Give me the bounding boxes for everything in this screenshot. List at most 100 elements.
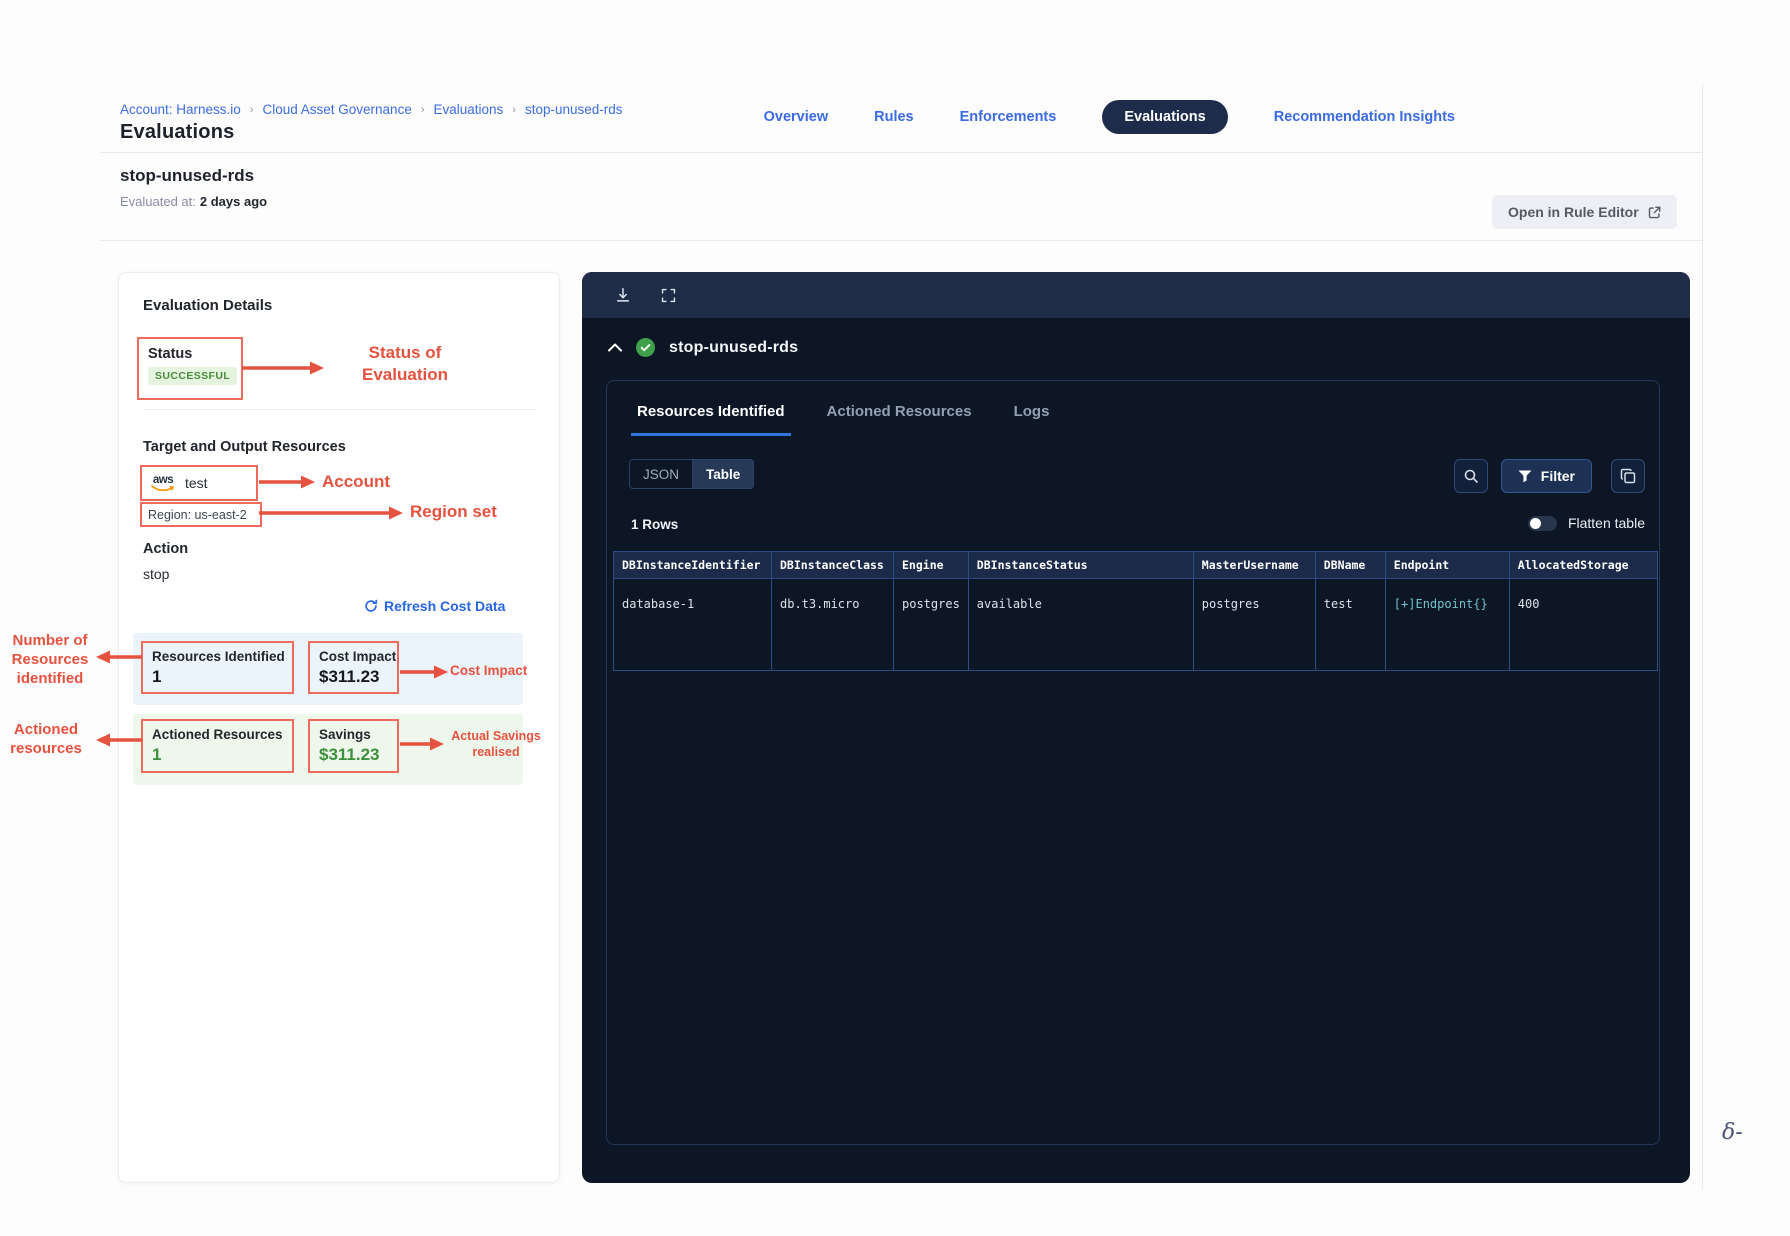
viewer-controls: Filter (1453, 459, 1645, 493)
evaluation-details-card: Evaluation Details Status SUCCESSFUL Tar… (118, 272, 560, 1183)
account-chip: aws test (140, 465, 258, 501)
rows-count: 1 Rows (631, 517, 679, 532)
annotation-arrow (400, 665, 448, 679)
cell-db-instance-status: available (967, 578, 1194, 671)
external-link-icon (1648, 206, 1661, 218)
metric-label: Resources Identified (152, 649, 285, 664)
metric-value: 1 (152, 667, 162, 686)
annotation-cost-impact: Cost Impact (450, 663, 528, 678)
nav-tab-recommendation-insights[interactable]: Recommendation Insights (1273, 109, 1455, 125)
filter-label: Filter (1540, 468, 1575, 484)
nav-tab-rules[interactable]: Rules (874, 109, 914, 125)
target-resources-heading: Target and Output Resources (143, 439, 346, 455)
details-heading: Evaluation Details (143, 297, 273, 314)
breadcrumb-separator: › (420, 103, 425, 116)
view-toggle-json[interactable]: JSON (643, 466, 680, 482)
fullscreen-icon[interactable] (660, 287, 677, 304)
status-label: Status (148, 346, 193, 362)
nav-tab-enforcements[interactable]: Enforcements (959, 109, 1057, 125)
column-header: Endpoint (1384, 551, 1510, 579)
tab-logs[interactable]: Logs (1013, 403, 1050, 420)
flatten-table-control: Flatten table (1527, 515, 1645, 531)
annotation-actioned-resources: Actioned resources (10, 721, 82, 757)
action-label: Action (143, 541, 189, 557)
open-rule-editor-label: Open in Rule Editor (1508, 204, 1639, 220)
metric-value: 1 (152, 745, 162, 764)
evaluation-name: stop-unused-rds (120, 166, 255, 185)
column-header: MasterUsername (1192, 551, 1316, 579)
open-rule-editor-button[interactable]: Open in Rule Editor (1492, 195, 1677, 229)
breadcrumb-account[interactable]: Account: Harness.io (120, 102, 241, 117)
annotation-arrow (400, 737, 444, 751)
breadcrumb: Account: Harness.io › Cloud Asset Govern… (120, 102, 623, 117)
page-title: Evaluations (120, 121, 235, 143)
metric-resources-identified: Resources Identified 1 (141, 641, 294, 694)
aws-logo-icon: aws (151, 473, 175, 492)
flatten-table-label: Flatten table (1567, 515, 1645, 531)
annotation-status: Status of Evaluation (362, 343, 448, 384)
collapse-chevron-icon[interactable] (608, 343, 622, 352)
endpoint-expander[interactable]: [+]Endpoint{} (1384, 578, 1510, 671)
handwritten-scribble: δ- (1722, 1120, 1743, 1145)
column-header: DBInstanceClass (771, 551, 894, 579)
breadcrumb-evaluations[interactable]: Evaluations (433, 102, 504, 117)
action-value: stop (143, 566, 170, 582)
metric-value: $311.23 (319, 745, 380, 764)
view-mode-toggle: JSON Table (629, 459, 755, 489)
status-annotation-box: Status SUCCESSFUL (137, 337, 243, 400)
column-header: DBInstanceStatus (967, 551, 1194, 579)
nav-tab-evaluations[interactable]: Evaluations (1102, 100, 1228, 134)
resources-table: DBInstanceIdentifier DBInstanceClass Eng… (613, 551, 1658, 671)
actioned-metrics-panel (133, 714, 523, 785)
header-divider (100, 152, 1702, 153)
evaluation-viewer-panel: stop-unused-rds Resources Identified Act… (582, 272, 1690, 1183)
success-check-icon (636, 338, 655, 357)
refresh-cost-data-label: Refresh Cost Data (384, 598, 506, 614)
evaluated-at-value: 2 days ago (199, 194, 268, 209)
download-icon[interactable] (614, 286, 632, 304)
aws-logo-text: aws (152, 473, 174, 486)
metric-label: Savings (319, 727, 371, 742)
metric-actioned-resources: Actioned Resources 1 (141, 719, 294, 773)
cell-db-instance-identifier: database-1 (613, 578, 772, 671)
column-header: Engine (893, 551, 969, 579)
viewer-toolbar (582, 272, 1690, 318)
viewer-card: Resources Identified Actioned Resources … (606, 380, 1660, 1145)
cell-db-name: test (1314, 578, 1386, 671)
tab-actioned-resources[interactable]: Actioned Resources (826, 403, 972, 420)
cell-db-instance-class: db.t3.micro (771, 578, 894, 671)
viewer-tabs: Resources Identified Actioned Resources … (631, 403, 1055, 436)
breadcrumb-separator: › (249, 103, 254, 116)
nav-tab-overview[interactable]: Overview (763, 109, 829, 125)
breadcrumb-governance[interactable]: Cloud Asset Governance (262, 102, 412, 117)
account-name: test (185, 475, 208, 491)
evaluated-at-label: Evaluated at: (120, 194, 196, 209)
tab-resources-identified[interactable]: Resources Identified (631, 403, 791, 436)
metric-value: $311.23 (319, 667, 380, 686)
status-badge: SUCCESSFUL (148, 367, 238, 385)
refresh-icon (365, 599, 378, 612)
top-nav: Overview Rules Enforcements Evaluations … (764, 100, 1455, 134)
annotation-resources-identified: Number of Resources identified (11, 632, 89, 687)
search-icon (1464, 469, 1478, 483)
cell-master-username: postgres (1192, 578, 1316, 671)
aws-smile-icon (151, 484, 174, 491)
filter-funnel-icon (1518, 470, 1532, 482)
cell-engine: postgres (893, 578, 969, 671)
view-toggle-table[interactable]: Table (692, 460, 754, 488)
annotation-actual-savings: Actual Savings realised (451, 729, 541, 759)
annotation-arrow (259, 506, 403, 520)
metric-label: Actioned Resources (152, 727, 283, 742)
filter-button[interactable]: Filter (1500, 459, 1592, 493)
copy-button[interactable] (1611, 459, 1645, 493)
viewer-header: stop-unused-rds (608, 338, 798, 357)
subheader-divider (100, 240, 1702, 241)
metric-label: Cost Impact (319, 649, 397, 664)
breadcrumb-separator: › (512, 103, 516, 116)
refresh-cost-data-link[interactable]: Refresh Cost Data (364, 598, 505, 614)
search-button[interactable] (1453, 459, 1488, 493)
table-row: database-1 db.t3.micro postgres availabl… (613, 578, 1658, 671)
flatten-table-toggle[interactable] (1527, 515, 1557, 531)
annotation-account: Account (322, 472, 390, 491)
